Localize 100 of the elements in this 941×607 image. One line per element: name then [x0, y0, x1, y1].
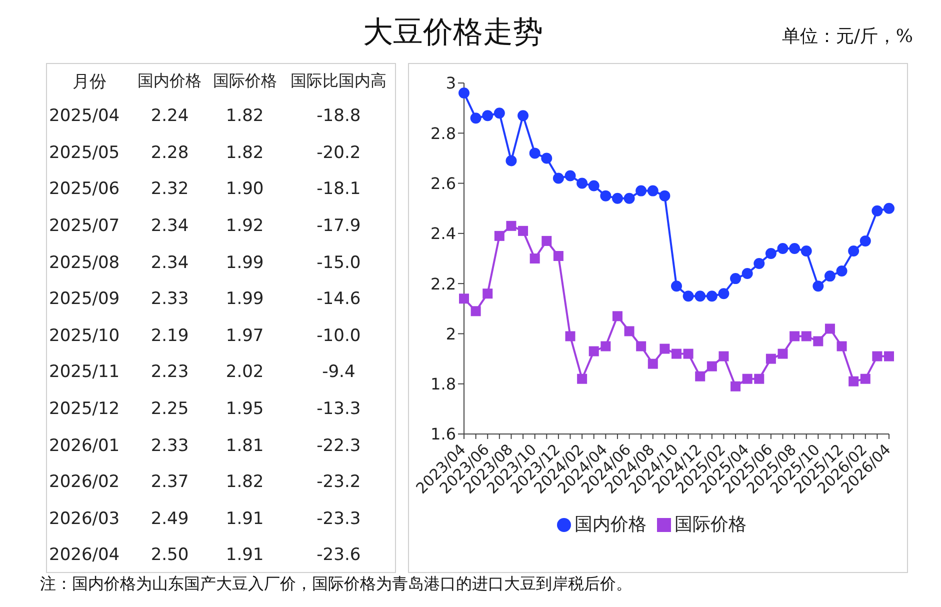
point — [813, 336, 824, 346]
y-tick-label: 2.8 — [430, 124, 456, 143]
data-label: 1.91 — [224, 508, 265, 531]
point — [706, 361, 717, 372]
point — [860, 235, 871, 246]
point — [872, 205, 883, 216]
point — [600, 341, 611, 352]
category-label: 2026/01 — [48, 434, 121, 458]
point — [754, 258, 765, 270]
point — [506, 220, 516, 231]
text: 国内价格 — [136, 70, 203, 92]
data-label: 1.82 — [224, 471, 265, 494]
point — [459, 294, 469, 304]
point — [694, 290, 706, 302]
text: 国际比国内高 — [290, 70, 388, 92]
data-label: -20.2 — [316, 142, 362, 165]
point — [789, 242, 800, 254]
y-tick-label: 2.6 — [430, 174, 456, 193]
point — [790, 331, 800, 342]
data-label: -10.0 — [316, 324, 362, 348]
category-label: 2026/03 — [48, 508, 121, 531]
point — [552, 172, 564, 184]
point — [612, 311, 622, 322]
data-label: 2.33 — [150, 288, 190, 312]
data-label: 2.02 — [224, 361, 265, 384]
point — [730, 273, 742, 284]
data-label: 2.28 — [150, 142, 190, 165]
category-label: 2025/11 — [48, 361, 121, 384]
data-label: 1.97 — [224, 324, 265, 348]
data-label: -15.0 — [316, 252, 362, 275]
data-label: -18.8 — [316, 105, 362, 128]
data-label: 1.82 — [224, 105, 265, 128]
point — [530, 254, 540, 264]
text: 大豆价格走势 — [363, 15, 543, 50]
point — [848, 376, 859, 386]
category-label: 2025/06 — [48, 178, 121, 202]
data-label: 2.24 — [150, 105, 190, 128]
y-tick-label: 2 — [446, 324, 456, 344]
point — [577, 374, 588, 384]
point — [636, 341, 646, 352]
category-label: 2025/08 — [48, 252, 121, 275]
point — [683, 348, 694, 359]
data-label: 1.95 — [224, 398, 265, 422]
data-label: 2.33 — [150, 434, 190, 458]
point — [470, 306, 481, 316]
point — [518, 226, 528, 236]
point — [718, 351, 729, 362]
point — [624, 192, 635, 204]
point — [553, 250, 564, 261]
category-label: 2025/12 — [48, 398, 121, 422]
point — [860, 374, 870, 384]
point — [565, 331, 576, 342]
data-label: -22.3 — [316, 434, 362, 458]
point — [884, 351, 894, 362]
point — [671, 280, 682, 292]
point — [600, 190, 612, 202]
point — [470, 112, 482, 124]
point — [624, 326, 634, 336]
point — [801, 331, 812, 342]
y-tick-label: 2.4 — [430, 224, 456, 244]
data-label: -23.2 — [316, 471, 362, 494]
point — [777, 242, 788, 254]
point — [588, 180, 600, 192]
y-tick-label: 1.6 — [430, 424, 456, 444]
point — [458, 88, 470, 99]
category-label: 2025/04 — [48, 105, 121, 128]
point — [695, 371, 706, 382]
point — [765, 248, 776, 259]
data-label: 2.49 — [150, 508, 190, 531]
data-label: -18.1 — [316, 178, 362, 202]
point — [824, 270, 836, 282]
data-label: 1.99 — [224, 252, 265, 275]
data-label: 1.91 — [224, 544, 265, 568]
category-label: 2025/09 — [48, 288, 121, 312]
point — [742, 374, 752, 384]
legend-label: 国内价格 — [574, 514, 646, 535]
data-label: -17.9 — [316, 215, 362, 238]
point — [647, 185, 658, 196]
data-label: 1.99 — [224, 288, 265, 312]
point — [718, 288, 730, 300]
data-label: 2.23 — [150, 361, 190, 384]
point — [506, 155, 517, 166]
point — [482, 110, 494, 122]
point — [576, 178, 588, 189]
point — [542, 236, 552, 246]
category-label: 2026/04 — [48, 544, 121, 568]
point — [778, 348, 788, 359]
point — [742, 268, 753, 280]
point — [529, 148, 540, 159]
point — [682, 290, 694, 302]
point — [800, 245, 812, 256]
data-label: -13.3 — [316, 398, 362, 422]
point — [824, 324, 835, 334]
data-label: 2.25 — [150, 398, 190, 422]
point — [648, 358, 658, 369]
point — [836, 266, 848, 277]
y-tick-label: 1.8 — [430, 374, 456, 394]
data-label: 2.37 — [150, 471, 190, 494]
data-label: -14.6 — [316, 288, 362, 312]
data-label: 1.92 — [224, 215, 265, 238]
